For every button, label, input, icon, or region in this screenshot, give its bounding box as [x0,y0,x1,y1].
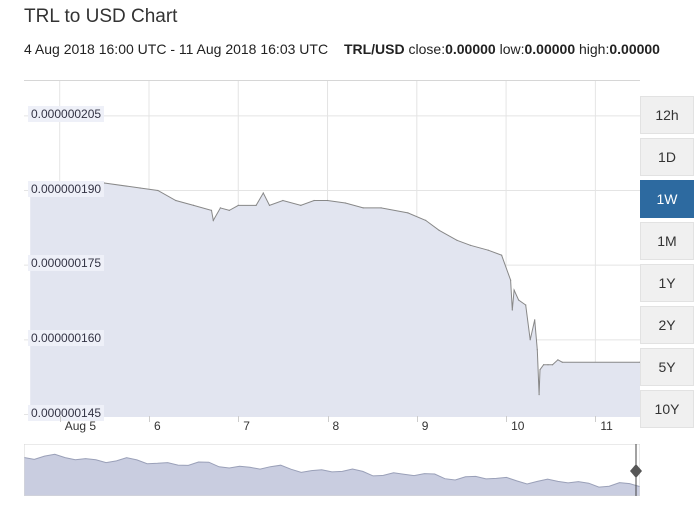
data-point-37 [538,394,540,396]
data-point-36 [536,349,538,351]
data-point-5 [175,199,177,202]
range-selector: 12h 1D 1W 1M 1Y 2Y 5Y 10Y [640,96,694,432]
data-point-33 [525,304,527,306]
data-point-16 [300,204,302,206]
range-button-1w[interactable]: 1W [640,180,694,218]
data-point-4 [157,189,159,192]
range-button-10y[interactable]: 10Y [640,390,694,428]
data-point-20 [362,207,364,209]
data-point-30 [511,309,513,311]
low-value: 0.00000 [524,41,576,57]
data-point-39 [543,364,545,366]
data-point-42 [557,359,559,361]
data-point-18 [326,199,329,202]
range-button-2y[interactable]: 2Y [640,306,694,344]
page-title: TRL to USD Chart [24,6,178,27]
range-button-12h[interactable]: 12h [640,96,694,134]
data-point-27 [487,249,489,251]
high-value: 0.00000 [609,41,660,57]
y-tick-label-0: 0.000000145 [28,404,105,421]
high-label: high: [579,41,610,57]
navigator-handle-icon[interactable] [630,464,642,478]
x-tick-mark-1 [148,416,150,422]
navigator-area [24,454,640,496]
data-point-32 [518,299,520,301]
x-tick-label-3: 8 [332,419,340,433]
data-point-8 [212,219,214,221]
data-point-22 [407,212,409,214]
x-tick-mark-6 [595,416,597,422]
data-point-21 [380,207,382,209]
x-tick-label-4: 9 [421,419,429,433]
navigator-canvas [23,443,641,497]
close-label: close: [408,41,446,57]
data-point-19 [344,202,346,204]
data-point-10 [228,209,230,211]
x-axis: Aug 5 6 7 8 9 10 11 [24,416,640,436]
data-point-25 [456,239,458,241]
data-point-13 [262,192,264,194]
x-tick-label-5: 10 [511,419,525,433]
x-tick-label-2: 7 [243,419,250,433]
data-point-35 [534,319,536,321]
data-point-40 [547,364,549,366]
close-value: 0.00000 [445,41,496,57]
data-point-26 [469,244,471,246]
navigator-line [23,453,641,488]
pair-label: TRL/USD [343,41,405,57]
low-label: low: [499,41,525,57]
data-point-17 [313,199,315,202]
data-point-3 [139,187,141,189]
y-tick-label-4: 0.000000205 [28,105,105,122]
range-button-1y[interactable]: 1Y [640,264,694,302]
data-point-44 [639,361,640,363]
data-point-14 [268,204,271,206]
data-point-7 [210,209,213,211]
y-tick-label-1: 0.000000160 [28,329,105,346]
data-point-11 [237,204,239,206]
data-point-41 [551,364,554,366]
x-tick-mark-4 [416,416,418,422]
range-button-5y[interactable]: 5Y [640,348,694,386]
x-tick-label-6: 11 [600,419,613,433]
data-point-12 [255,204,257,206]
range-button-1d[interactable]: 1D [640,138,694,176]
x-tick-mark-2 [238,416,240,422]
data-point-15 [282,199,284,202]
data-point-29 [510,279,512,281]
price-chart[interactable] [24,80,640,417]
x-tick-mark-5 [506,416,508,422]
data-point-31 [513,289,515,291]
date-range-text: 4 Aug 2018 16:00 UTC - 11 Aug 2018 16:03… [24,41,329,57]
data-point-24 [438,229,440,231]
x-tick-mark-0 [59,416,61,422]
data-point-38 [539,369,541,371]
y-tick-label-2: 0.000000175 [28,255,105,272]
x-tick-mark-3 [327,416,329,422]
chart-subtitle: 4 Aug 2018 16:00 UTC - 11 Aug 2018 16:03… [24,41,660,57]
data-point-43 [561,361,563,363]
price-area [30,183,640,417]
range-button-1m[interactable]: 1M [640,222,694,260]
data-point-9 [219,207,221,209]
data-point-34 [529,339,531,341]
navigator[interactable] [23,443,641,497]
y-tick-label-3: 0.000000190 [28,180,105,197]
data-point-6 [193,204,195,206]
data-point-23 [425,219,427,221]
chart-canvas [24,81,640,417]
x-tick-label-1: 6 [153,419,161,433]
data-point-28 [501,254,503,256]
x-tick-label-0: Aug 5 [64,419,97,433]
